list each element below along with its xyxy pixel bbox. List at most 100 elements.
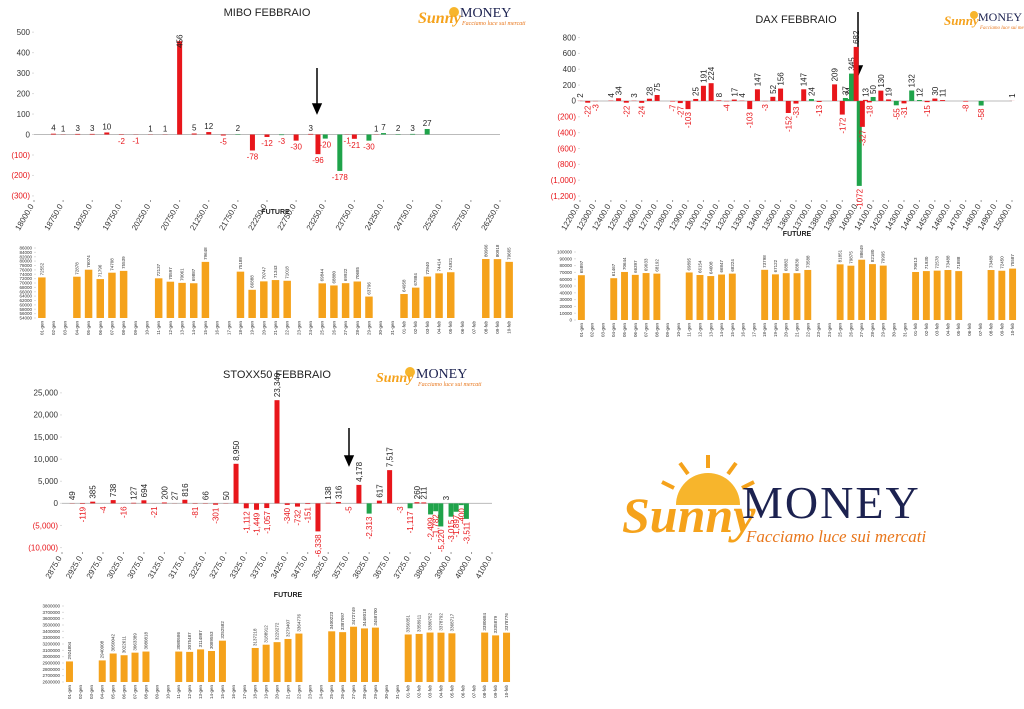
bar [729,274,736,320]
data-label: -24 [638,105,647,117]
data-label: -4 [99,506,108,514]
x-tick-label: 3800.0 [412,554,432,580]
bar [621,272,628,320]
data-label: -20 [319,141,331,150]
x-tick-label: 08-gen [121,321,126,336]
y-tick-label: 10,000 [34,455,59,464]
x-tick-label: 3175.0 [167,554,187,580]
data-label: -3 [278,137,286,146]
bar [182,500,187,504]
x-tick-label: 05-gen [86,321,91,336]
bar [405,634,412,682]
data-label: 3 [630,93,639,98]
data-label: 3446018 [362,608,367,626]
chart-title: FUTURE [261,209,290,216]
data-label: 72878 [74,262,79,275]
x-tick-label: 3225.0 [187,554,207,580]
data-label: 70644 [622,257,627,270]
data-label: -22 [622,105,631,117]
x-tick-label: 07-feb [978,323,983,336]
data-label: -21 [150,506,159,518]
bar [177,41,182,134]
bar [294,135,299,141]
x-tick-label: 23-gen [296,321,301,336]
bar [847,266,854,320]
data-label: -15 [923,105,932,117]
bar [678,101,683,103]
bar [437,633,444,682]
x-tick-label: 08-feb [989,323,994,336]
x-tick-label: 10-gen [165,685,170,700]
data-label: 1 [374,124,379,133]
y-tick-label: (200) [11,171,30,180]
data-label: 70613 [913,257,918,270]
data-label: -340 [283,507,292,524]
data-label: 3368717 [449,613,454,631]
data-label: 71343 [273,265,278,278]
y-tick-label: (5,000) [33,521,59,530]
y-tick-label: 0 [54,499,59,508]
y-tick-label: 300 [17,69,31,78]
x-tick-label: 13-gen [180,321,185,336]
data-label: 70747 [261,266,266,279]
data-label: 4 [51,124,56,133]
data-label: 3 [442,495,451,500]
data-label: -151 [304,506,313,523]
data-label: 8 [715,92,724,97]
x-tick-label: 19-gen [773,323,778,338]
data-label: -16 [119,506,128,518]
x-tick-label: 06-feb [460,685,465,698]
data-label: 73488 [945,255,950,268]
bar [955,271,962,320]
x-tick-label: 22-gen [296,685,301,700]
x-tick-label: 18-gen [253,685,258,700]
data-label: 66154 [697,260,702,273]
bar [237,272,244,318]
bar [279,135,284,136]
data-label: 1 [148,124,153,133]
x-tick-label: 18000.0 [13,202,36,232]
y-tick-label: 50000 [559,284,572,289]
bar [1009,269,1016,320]
bar [110,653,117,682]
bar [944,270,951,320]
data-label: 74708 [109,258,114,271]
chart-title: FUTURE [783,231,812,238]
bar [701,86,706,101]
bar [801,89,806,101]
bar [366,135,371,141]
x-tick-label: 20-gen [275,685,280,700]
data-label: -301 [212,507,221,524]
bar [51,134,56,135]
x-tick-label: 28-gen [362,685,367,700]
data-label: 69922 [343,268,348,281]
x-tick-label: 23-gen [307,685,312,700]
x-tick-label: 08-feb [482,685,487,698]
data-label: 2 [236,124,241,133]
x-tick-label: 31-gen [902,323,907,338]
bar [732,100,737,101]
bar [435,273,442,318]
x-tick-label: 14-gen [191,321,196,336]
data-label: -5 [345,506,354,514]
data-label: 3378776 [504,613,509,631]
bar [80,503,85,504]
data-label: -13 [815,104,824,116]
data-label: 72578 [935,256,940,269]
x-tick-label: 17-gen [226,321,231,336]
data-label: -31 [900,106,909,118]
bar [686,272,693,320]
data-label: 3080586 [176,632,181,650]
x-tick-label: 04-feb [437,321,442,334]
bar [464,503,469,519]
data-label: 3279407 [286,619,291,637]
bar [275,400,280,503]
bar [295,503,300,506]
x-tick-label: 11-gen [687,323,692,337]
x-tick-label: 20-gen [261,321,266,336]
chart-title: FUTURE [274,592,303,599]
data-label: 75 [653,83,662,92]
data-label: 80966 [483,244,488,257]
x-tick-label: 11-gen [156,321,161,335]
data-label: 67122 [773,259,778,272]
